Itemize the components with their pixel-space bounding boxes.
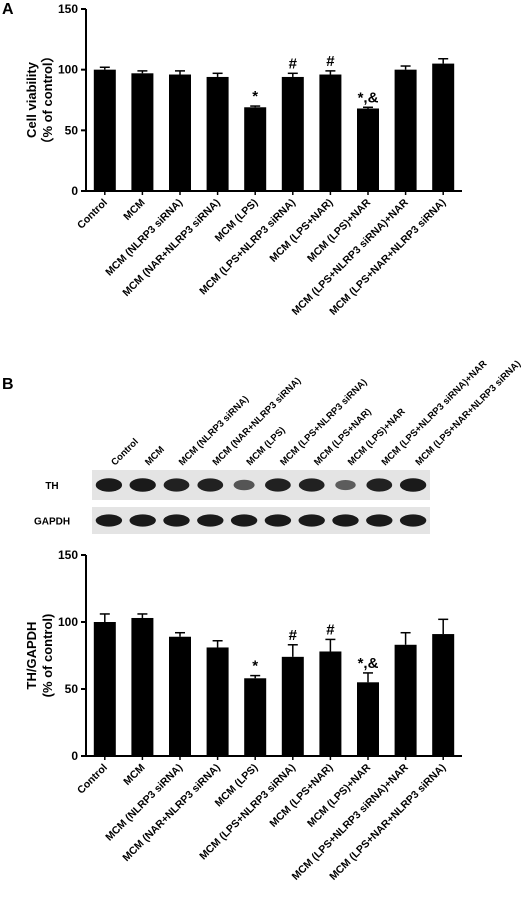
bar [244, 678, 267, 756]
blot-row-label: GAPDH [34, 517, 70, 528]
bar [357, 682, 379, 756]
significance-marker: *,& [358, 89, 379, 106]
bar [281, 656, 304, 756]
x-category-label: Control [75, 197, 110, 232]
significance-marker: # [289, 55, 298, 72]
y-tick-label: 0 [71, 749, 78, 763]
y-tick-label: 100 [58, 615, 78, 629]
bar [131, 73, 154, 191]
blot-band [399, 478, 427, 492]
blot-lane-label: MCM (LPS)+NAR [346, 406, 408, 468]
significance-marker: *,& [358, 655, 379, 672]
blot-band [366, 514, 393, 527]
y-axis-label: TH/GAPDH [24, 622, 39, 690]
significance-marker: * [252, 88, 258, 105]
blot-band [298, 514, 325, 527]
bar [206, 76, 229, 191]
blot-row-label: TH [45, 481, 58, 492]
bar [206, 647, 229, 756]
significance-marker: * [252, 658, 258, 675]
blot-band [129, 478, 156, 492]
panel-b-letter: B [2, 376, 14, 393]
bar [394, 644, 417, 756]
blot-band [95, 478, 123, 492]
panel-a-letter: A [2, 1, 14, 18]
y-tick-label: 150 [58, 548, 78, 562]
y-tick-label: 0 [71, 184, 78, 198]
bar [432, 63, 455, 191]
y-axis-label-unit: (% of control) [40, 614, 55, 698]
x-category-label: MCM (LPS)+NAR [305, 196, 373, 264]
blot-lane-label: MCM (LPS+NAR) [312, 406, 374, 468]
bar [394, 69, 417, 191]
x-category-label: MCM (LPS+NAR) [267, 197, 335, 265]
blot-band [163, 478, 190, 492]
x-category-label: Control [75, 762, 110, 797]
bar [169, 74, 191, 191]
y-tick-label: 150 [58, 2, 78, 16]
x-category-label: MCM [121, 196, 147, 222]
bar [131, 617, 154, 756]
significance-marker: # [326, 621, 335, 638]
blot-band [233, 479, 255, 491]
bar [281, 76, 304, 191]
chart-b-th-gapdh: 0 50 100 150 TH/GAPDH (% of control) Control MC… [24, 548, 462, 883]
blot-band [399, 514, 427, 527]
blot-band [332, 514, 359, 527]
blot-lane-label: Control [109, 436, 141, 468]
blot-band [163, 514, 190, 527]
bar [432, 634, 455, 756]
blot-band [230, 514, 258, 527]
blot-lane-label: MCM [143, 444, 167, 468]
blot-band [129, 514, 156, 527]
y-axis-label-unit: （% of control） [40, 49, 55, 150]
blot-band [197, 478, 224, 492]
x-category-label: MCM [121, 761, 147, 787]
significance-marker: # [326, 53, 335, 70]
blot-band [335, 479, 356, 491]
western-blot: Control MCM MCM (NLRP3 siRNA)MCM (NAR+NLRP… [34, 358, 523, 534]
blot-band [265, 478, 291, 492]
bar [93, 69, 116, 191]
bar [169, 636, 191, 756]
y-tick-label: 100 [58, 63, 78, 77]
bar [244, 107, 267, 191]
blot-band [298, 478, 325, 492]
significance-marker: # [289, 627, 298, 644]
x-category-label: MCM (LPS)+NAR [305, 761, 373, 829]
blot-band [197, 514, 224, 527]
bar [319, 74, 342, 191]
blot-band [95, 514, 123, 527]
x-category-label: MCM (LPS+NAR) [267, 762, 335, 830]
bar [93, 622, 116, 756]
chart-a-cell-viability: 0 50 100 150 Cell viability （% of control） Con… [24, 2, 462, 318]
y-axis-label: Cell viability [24, 61, 39, 138]
bar [357, 108, 379, 191]
y-tick-label: 50 [65, 123, 79, 137]
blot-band [366, 478, 393, 492]
y-tick-label: 50 [65, 682, 79, 696]
blot-band [264, 514, 292, 527]
bar [319, 651, 342, 756]
